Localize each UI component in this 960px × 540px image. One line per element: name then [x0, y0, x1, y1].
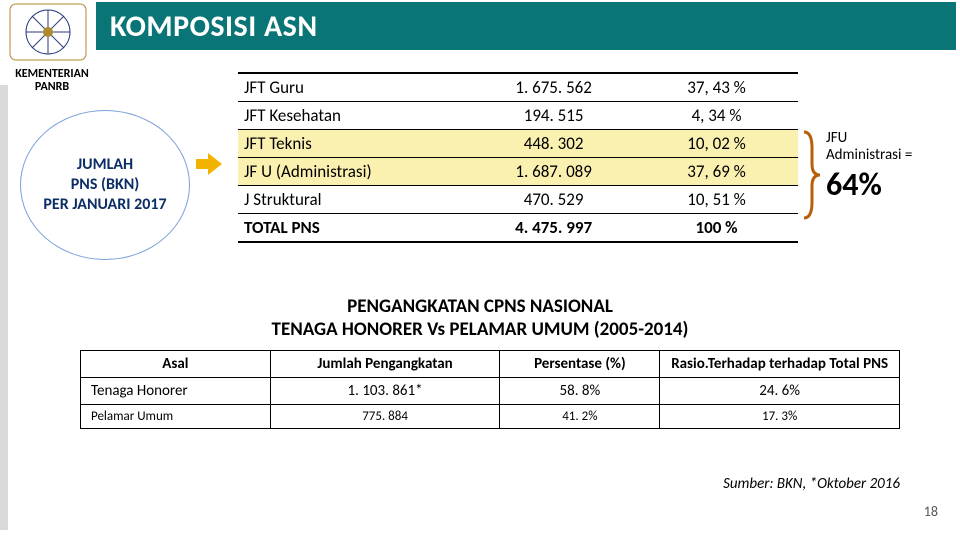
cell-jumlah: 1. 103. 861*: [270, 378, 500, 405]
th-rasio: Rasio.Terhadap terhadap Total PNS: [660, 351, 900, 378]
row-label: TOTAL PNS: [238, 214, 472, 243]
section-subtitle: PENGANGKATAN CPNS NASIONAL TENAGA HONORE…: [220, 296, 740, 342]
slide-title: KOMPOSISI ASN: [110, 8, 318, 45]
row-label: JFT Kesehatan: [238, 102, 472, 130]
row-label: JFT Guru: [238, 73, 472, 102]
table-row: JFT Kesehatan194. 5154, 34 %: [238, 102, 798, 130]
side-annotation: JFU Administrasi = 64%: [826, 130, 956, 203]
title-bar: KOMPOSISI ASN: [96, 2, 956, 50]
side-line1: JFU: [826, 130, 956, 147]
circle-line2: PNS (BKN): [71, 175, 139, 195]
row-value: 470. 529: [472, 186, 635, 214]
composition-table: JFT Guru1. 675. 56237, 43 %JFT Kesehatan…: [238, 72, 798, 243]
row-label: JF U (Administrasi): [238, 158, 472, 186]
curly-bracket-icon: [800, 130, 822, 220]
cell-persen: 41. 2%: [500, 405, 660, 429]
row-pct: 4, 34 %: [635, 102, 798, 130]
cell-jumlah: 775. 884: [270, 405, 500, 429]
table-row: TOTAL PNS4. 475. 997100 %: [238, 214, 798, 243]
row-label: J Struktural: [238, 186, 472, 214]
table-row: JFT Teknis448. 30210, 02 %: [238, 130, 798, 158]
row-pct: 100 %: [635, 214, 798, 243]
row-value: 4. 475. 997: [472, 214, 635, 243]
subtitle-line1: PENGANGKATAN CPNS NASIONAL: [220, 296, 740, 319]
row-value: 448. 302: [472, 130, 635, 158]
th-jumlah: Jumlah Pengangkatan: [270, 351, 500, 378]
circle-line3: PER JANUARI 2017: [43, 195, 166, 215]
summary-circle: JUMLAH PNS (BKN) PER JANUARI 2017: [20, 110, 190, 260]
subtitle-line2: TENAGA HONORER Vs PELAMAR UMUM (2005-201…: [220, 319, 740, 342]
circle-line1: JUMLAH: [77, 155, 133, 175]
source-note: Sumber: BKN, *Oktober 2016: [723, 475, 900, 493]
cell-asal: Pelamar Umum: [81, 405, 271, 429]
table-row: J Struktural470. 52910, 51 %: [238, 186, 798, 214]
cell-asal: Tenaga Honorer: [81, 378, 271, 405]
cell-rasio: 24. 6%: [660, 378, 900, 405]
th-asal: Asal: [81, 351, 271, 378]
emblem-logo: [8, 2, 88, 62]
table-row: JF U (Administrasi)1. 687. 08937, 69 %: [238, 158, 798, 186]
cell-persen: 58. 8%: [500, 378, 660, 405]
side-line2: Administrasi =: [826, 147, 956, 164]
table-row: Pelamar Umum775. 88441. 2%17. 3%: [81, 405, 900, 429]
ministry-label: KEMENTERIAN PANRB: [6, 68, 98, 94]
side-percent: 64%: [826, 167, 956, 204]
row-value: 1. 687. 089: [472, 158, 635, 186]
table-row: JFT Guru1. 675. 56237, 43 %: [238, 73, 798, 102]
row-label: JFT Teknis: [238, 130, 472, 158]
th-persen: Persentase (%): [500, 351, 660, 378]
row-pct: 37, 43 %: [635, 73, 798, 102]
row-pct: 10, 02 %: [635, 130, 798, 158]
page-number: 18: [924, 503, 938, 520]
recruitment-table: Asal Jumlah Pengangkatan Persentase (%) …: [80, 350, 900, 429]
table-row: Tenaga Honorer1. 103. 861*58. 8%24. 6%: [81, 378, 900, 405]
row-pct: 10, 51 %: [635, 186, 798, 214]
row-value: 194. 515: [472, 102, 635, 130]
decorative-stripe: [0, 85, 8, 530]
cell-rasio: 17. 3%: [660, 405, 900, 429]
row-value: 1. 675. 562: [472, 73, 635, 102]
row-pct: 37, 69 %: [635, 158, 798, 186]
arrow-right-icon: [196, 150, 224, 178]
